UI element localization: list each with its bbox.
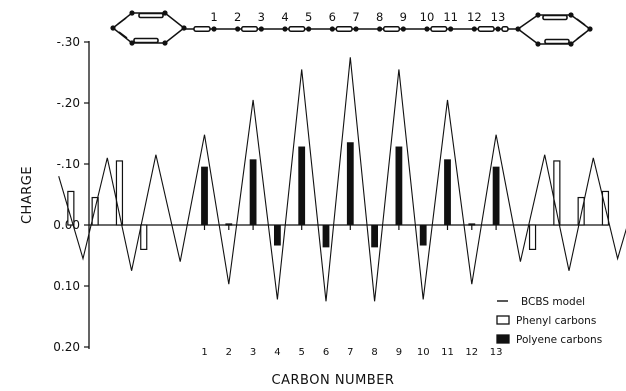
y-tick-label: -.20	[57, 96, 80, 110]
polyene-carbon-bar	[273, 224, 281, 246]
polyene-atom-label: 5	[305, 10, 312, 24]
polyene-atom	[211, 26, 217, 32]
y-tick-label: -.10	[57, 157, 80, 171]
polyene-double-bond	[477, 26, 495, 32]
polyene-carbon-bar	[468, 223, 476, 226]
polyene-atom-label: 13	[491, 10, 506, 24]
right-phenyl-atoms	[515, 12, 593, 47]
legend-filled-swatch	[496, 334, 510, 344]
x-tick-label: 6	[323, 347, 329, 358]
x-tick-label: 8	[371, 347, 377, 358]
phenyl-carbon-bar	[528, 224, 537, 250]
polyene-atom	[282, 26, 288, 32]
y-tick-label: -.30	[57, 35, 80, 49]
polyene-atom	[377, 26, 383, 32]
x-axis-ticks: 1 2 3 4 5 6 7 8 9 10 11 12 13	[201, 225, 502, 358]
molecule-diagram: 1 2 3 4 5 6 7 8 9 10 11 12 13	[110, 10, 593, 47]
polyene-carbon-bar	[249, 159, 257, 226]
polyene-double-bonds	[193, 26, 509, 32]
y-axis-title: CHARGE	[20, 166, 35, 224]
x-tick-label: 11	[441, 347, 454, 358]
polyene-carbon-bar	[298, 146, 306, 226]
x-tick-label: 10	[417, 347, 430, 358]
polyene-double-bond	[193, 26, 211, 32]
polyene-atom	[306, 26, 312, 32]
polyene-double-bond	[240, 26, 259, 32]
x-tick-label: 9	[396, 347, 402, 358]
polyene-atom	[353, 26, 359, 32]
polyene-atom-label: 4	[281, 10, 288, 24]
polyene-atom	[495, 26, 501, 32]
phenyl-carbon-bar	[115, 160, 124, 226]
phenyl-carbon-bar	[577, 196, 585, 226]
polyene-atom-label: 1	[210, 10, 217, 24]
polyene-carbon-bar	[201, 166, 208, 226]
polyene-atom-label: 12	[467, 10, 482, 24]
x-tick-label: 2	[226, 347, 232, 358]
polyene-carbons-series	[201, 142, 500, 248]
polyene-atom-label: 9	[400, 10, 407, 24]
polyene-atom	[329, 26, 335, 32]
legend: BCBS model Phenyl carbons Polyene carbon…	[496, 296, 602, 346]
x-tick-label: 12	[465, 347, 478, 358]
x-tick-label: 3	[250, 347, 256, 358]
polyene-double-bond	[335, 26, 353, 32]
polyene-atom	[448, 26, 454, 32]
polyene-carbon-bar	[444, 159, 451, 226]
phenyl-carbon-bar	[553, 160, 561, 226]
legend-label-bcbs-model: BCBS model	[521, 296, 585, 308]
polyene-atom	[471, 26, 477, 32]
y-tick-label: 0.00	[53, 218, 80, 232]
polyene-atoms	[211, 26, 501, 32]
y-tick-label: 0.20	[53, 340, 80, 354]
x-tick-label: 4	[274, 347, 280, 358]
phenyl-carbon-bar	[67, 190, 75, 226]
polyene-double-bond	[430, 26, 448, 32]
polyene-atom-labels: 1 2 3 4 5 6 7 8 9 10 11 12 13	[210, 10, 505, 24]
x-tick-label: 1	[201, 347, 207, 358]
left-phenyl-ring	[111, 12, 186, 44]
polyene-double-bond	[382, 26, 401, 32]
polyene-carbon-bar	[322, 224, 330, 248]
polyene-atom-label: 7	[352, 10, 359, 24]
polyene-atom	[258, 26, 264, 32]
polyene-atom	[424, 26, 430, 32]
bcbs-model-series	[58, 57, 626, 302]
polyene-atom-label: 6	[329, 10, 336, 24]
legend-label-polyene-carbons: Polyene carbons	[516, 334, 602, 346]
polyene-atom-label: 8	[376, 10, 383, 24]
y-tick-label: 0.10	[53, 279, 80, 293]
polyene-carbon-bar	[492, 166, 500, 226]
legend-hollow-swatch	[496, 315, 510, 325]
polyene-carbon-bar	[371, 224, 379, 248]
bcbs-model-line	[58, 57, 626, 302]
polyene-atom-label: 11	[443, 10, 458, 24]
x-tick-label: 5	[299, 347, 305, 358]
x-tick-label: 13	[490, 347, 503, 358]
polyene-atom	[400, 26, 406, 32]
legend-label-phenyl-carbons: Phenyl carbons	[516, 315, 596, 327]
x-axis-title: CARBON NUMBER	[272, 373, 395, 388]
polyene-carbon-bar	[419, 224, 427, 246]
phenyl-carbon-bar	[91, 196, 99, 226]
right-phenyl-ring	[516, 14, 592, 45]
polyene-carbon-bar	[225, 223, 233, 226]
polyene-double-bond	[288, 26, 306, 32]
polyene-atom-label: 2	[234, 10, 241, 24]
phenyl-carbon-bar	[140, 224, 148, 250]
left-phenyl-atoms	[110, 10, 187, 46]
polyene-atom-label: 10	[420, 10, 435, 24]
x-tick-label: 7	[347, 347, 353, 358]
polyene-atom-label: 3	[258, 10, 265, 24]
polyene-carbon-bar	[346, 142, 354, 226]
polyene-carbon-bar	[395, 146, 403, 226]
polyene-atom	[235, 26, 241, 32]
polyene-double-bond	[501, 26, 509, 32]
